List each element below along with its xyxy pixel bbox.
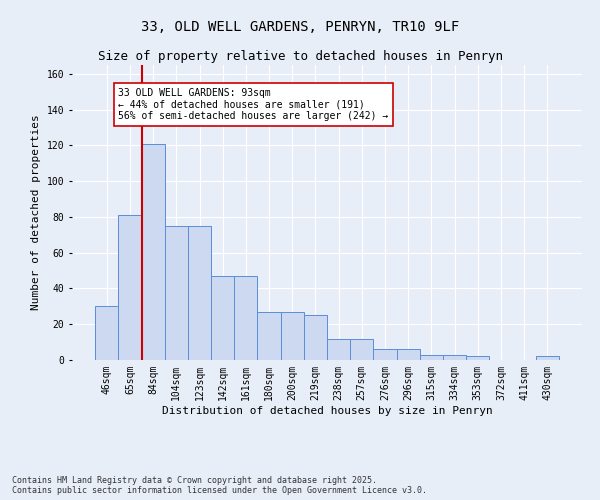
Bar — [188, 226, 211, 360]
Bar — [443, 354, 466, 360]
Bar — [466, 356, 489, 360]
Bar — [327, 338, 350, 360]
Bar — [211, 276, 234, 360]
Bar — [257, 312, 281, 360]
X-axis label: Distribution of detached houses by size in Penryn: Distribution of detached houses by size … — [161, 406, 493, 415]
Bar — [420, 354, 443, 360]
Bar — [95, 306, 118, 360]
Bar — [397, 350, 420, 360]
Bar — [536, 356, 559, 360]
Text: Size of property relative to detached houses in Penryn: Size of property relative to detached ho… — [97, 50, 503, 63]
Text: 33 OLD WELL GARDENS: 93sqm
← 44% of detached houses are smaller (191)
56% of sem: 33 OLD WELL GARDENS: 93sqm ← 44% of deta… — [118, 88, 389, 122]
Text: Contains HM Land Registry data © Crown copyright and database right 2025.
Contai: Contains HM Land Registry data © Crown c… — [12, 476, 427, 495]
Bar — [373, 350, 397, 360]
Bar — [165, 226, 188, 360]
Bar — [281, 312, 304, 360]
Y-axis label: Number of detached properties: Number of detached properties — [31, 114, 41, 310]
Bar — [234, 276, 257, 360]
Bar — [118, 215, 142, 360]
Bar — [350, 338, 373, 360]
Bar — [304, 316, 327, 360]
Text: 33, OLD WELL GARDENS, PENRYN, TR10 9LF: 33, OLD WELL GARDENS, PENRYN, TR10 9LF — [141, 20, 459, 34]
Bar — [142, 144, 165, 360]
